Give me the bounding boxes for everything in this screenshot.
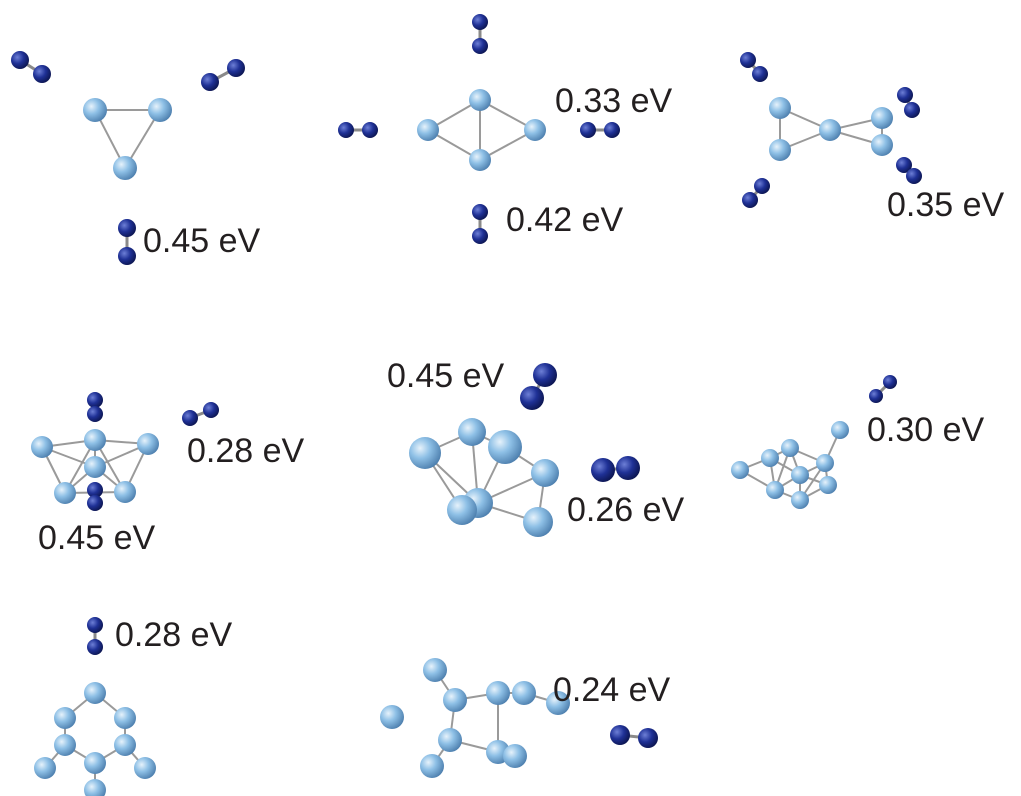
atom xyxy=(114,481,136,503)
n2-atom xyxy=(754,178,770,194)
atom xyxy=(423,658,447,682)
atom xyxy=(84,456,106,478)
energy-label: 0.26 eV xyxy=(567,491,685,529)
atom xyxy=(31,436,53,458)
atom xyxy=(54,707,76,729)
n2-atom xyxy=(740,52,756,68)
atom xyxy=(731,461,749,479)
atom xyxy=(447,495,477,525)
atom xyxy=(114,734,136,756)
atom xyxy=(503,744,527,768)
atom xyxy=(819,119,841,141)
atom xyxy=(819,476,837,494)
atom xyxy=(114,707,136,729)
atom xyxy=(766,481,784,499)
n2-atom xyxy=(752,66,768,82)
atom xyxy=(831,421,849,439)
n2-atom xyxy=(472,14,488,30)
n2-atom xyxy=(182,410,198,426)
energy-label: 0.24 eV xyxy=(553,671,671,709)
atom xyxy=(443,688,467,712)
atom xyxy=(871,134,893,156)
n2-atom xyxy=(472,204,488,220)
n2-atom xyxy=(11,51,29,69)
atom xyxy=(54,734,76,756)
atom xyxy=(83,98,107,122)
n2-atom xyxy=(118,247,136,265)
n2-atom xyxy=(906,168,922,184)
atom xyxy=(531,459,559,487)
atom xyxy=(34,757,56,779)
atom xyxy=(781,439,799,457)
n2-atom xyxy=(362,122,378,138)
n2-atom xyxy=(87,406,103,422)
atom xyxy=(84,752,106,774)
n2-atom xyxy=(118,219,136,237)
atom xyxy=(84,682,106,704)
n2-atom xyxy=(87,392,103,408)
n2-atom xyxy=(604,122,620,138)
n2-atom xyxy=(87,495,103,511)
atom xyxy=(524,119,546,141)
n2-atom xyxy=(869,389,883,403)
atom xyxy=(469,89,491,111)
n2-atom xyxy=(616,456,640,480)
n2-atom xyxy=(87,639,103,655)
atom xyxy=(871,107,893,129)
n2-atom xyxy=(638,728,658,748)
n2-atom xyxy=(742,192,758,208)
n2-atom xyxy=(227,59,245,77)
energy-label: 0.45 eV xyxy=(387,357,505,395)
n2-atom xyxy=(338,122,354,138)
atom xyxy=(523,507,553,537)
atom xyxy=(420,754,444,778)
energy-label: 0.42 eV xyxy=(506,201,624,239)
atom xyxy=(791,466,809,484)
atom xyxy=(769,97,791,119)
atom xyxy=(791,491,809,509)
energy-label: 0.45 eV xyxy=(38,519,156,557)
n2-atom xyxy=(520,386,544,410)
energy-label: 0.28 eV xyxy=(187,432,305,470)
n2-atom xyxy=(33,65,51,83)
atom xyxy=(438,728,462,752)
atom xyxy=(458,418,486,446)
energy-label: 0.45 eV xyxy=(143,222,261,260)
energy-label: 0.28 eV xyxy=(115,616,233,654)
n2-atom xyxy=(591,458,615,482)
n2-atom xyxy=(472,228,488,244)
atom xyxy=(769,139,791,161)
atom xyxy=(486,681,510,705)
atom xyxy=(816,454,834,472)
atom xyxy=(380,705,404,729)
n2-atom xyxy=(472,38,488,54)
atom xyxy=(488,430,522,464)
energy-label: 0.35 eV xyxy=(887,186,1005,224)
n2-atom xyxy=(201,73,219,91)
atom xyxy=(54,482,76,504)
atom xyxy=(512,681,536,705)
n2-atom xyxy=(533,363,557,387)
n2-atom xyxy=(897,87,913,103)
n2-atom xyxy=(87,617,103,633)
atom xyxy=(84,779,106,796)
n2-atom xyxy=(580,122,596,138)
n2-atom xyxy=(610,725,630,745)
atom xyxy=(417,119,439,141)
n2-atom xyxy=(203,402,219,418)
energy-label: 0.33 eV xyxy=(555,82,673,120)
atom xyxy=(469,149,491,171)
energy-label: 0.30 eV xyxy=(867,411,985,449)
atom xyxy=(134,757,156,779)
figure: 0.45 eV 0.33 eV 0.42 eV 0.35 eV 0.28 eV … xyxy=(0,0,1021,796)
n2-atom xyxy=(883,375,897,389)
atom xyxy=(137,433,159,455)
atom xyxy=(113,156,137,180)
n2-atom xyxy=(904,102,920,118)
atom xyxy=(409,437,441,469)
atom xyxy=(84,429,106,451)
atom xyxy=(761,449,779,467)
atom xyxy=(148,98,172,122)
